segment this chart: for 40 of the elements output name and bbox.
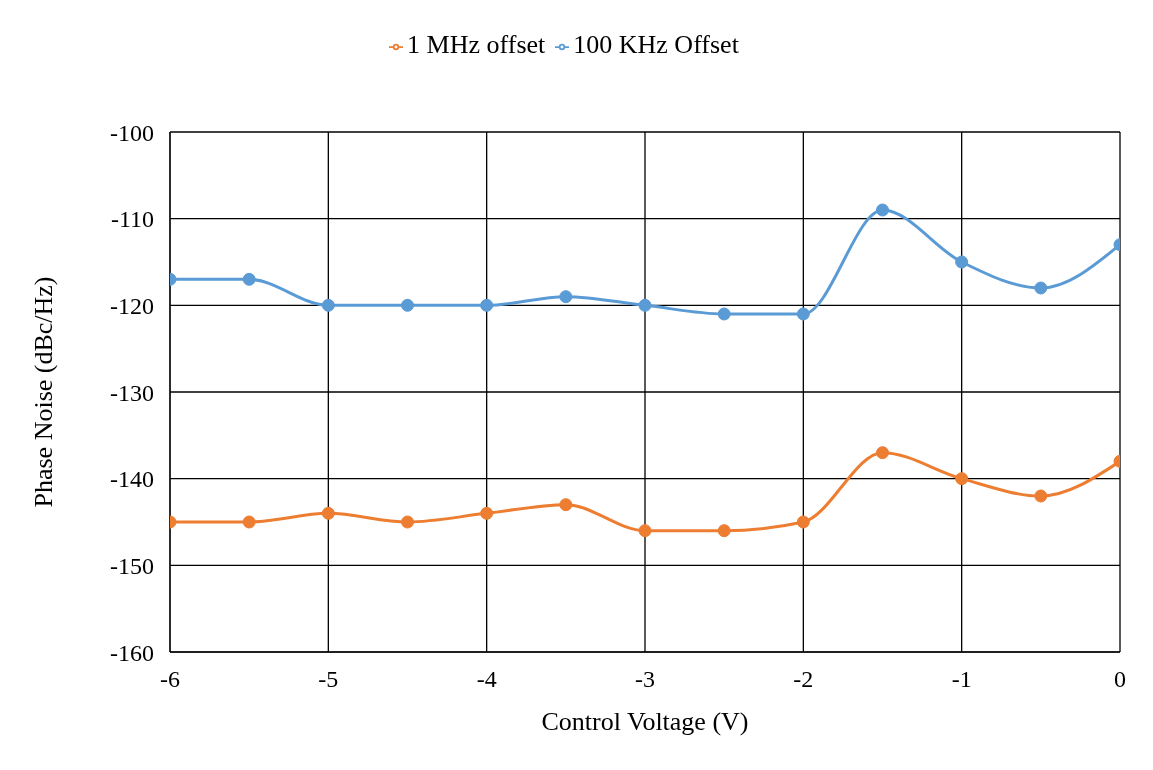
point bbox=[321, 506, 335, 520]
y-tick-label: -160 bbox=[110, 639, 154, 666]
point bbox=[717, 524, 731, 538]
point bbox=[638, 298, 652, 312]
point bbox=[401, 515, 414, 529]
point bbox=[242, 515, 256, 529]
point bbox=[1034, 489, 1048, 503]
point bbox=[955, 472, 969, 486]
point bbox=[876, 446, 889, 460]
y-tick-label: -120 bbox=[110, 292, 154, 319]
point bbox=[955, 255, 969, 269]
point bbox=[242, 272, 256, 286]
legend-label: 100 KHz Offset bbox=[573, 30, 739, 59]
point bbox=[1034, 281, 1048, 295]
x-tick-label: -6 bbox=[160, 666, 180, 693]
point bbox=[321, 298, 335, 312]
point bbox=[796, 515, 810, 529]
point bbox=[796, 307, 810, 321]
x-tick-label: -1 bbox=[951, 666, 972, 693]
point bbox=[480, 506, 494, 520]
y-tick-label: -140 bbox=[110, 466, 154, 493]
x-tick-label: 0 bbox=[1114, 666, 1126, 693]
x-tick-label: -5 bbox=[318, 666, 339, 693]
y-tick-label: -100 bbox=[110, 119, 154, 146]
point bbox=[480, 298, 494, 312]
y-tick-label: -150 bbox=[110, 552, 154, 579]
x-axis-title: Control Voltage (V) bbox=[541, 707, 749, 736]
x-tick-label: -3 bbox=[635, 666, 655, 693]
point bbox=[559, 290, 573, 304]
point bbox=[559, 498, 573, 512]
point bbox=[638, 524, 652, 538]
point bbox=[401, 298, 414, 312]
legend-label: 1 MHz offset bbox=[407, 30, 546, 59]
y-axis-title: Phase Noise (dBc/Hz) bbox=[29, 276, 59, 508]
y-tick-label: -130 bbox=[110, 379, 154, 406]
x-tick-label: -2 bbox=[793, 666, 814, 693]
y-tick-label: -110 bbox=[110, 206, 154, 233]
point bbox=[717, 307, 731, 321]
x-tick-label: -4 bbox=[476, 666, 497, 693]
point bbox=[876, 203, 889, 217]
